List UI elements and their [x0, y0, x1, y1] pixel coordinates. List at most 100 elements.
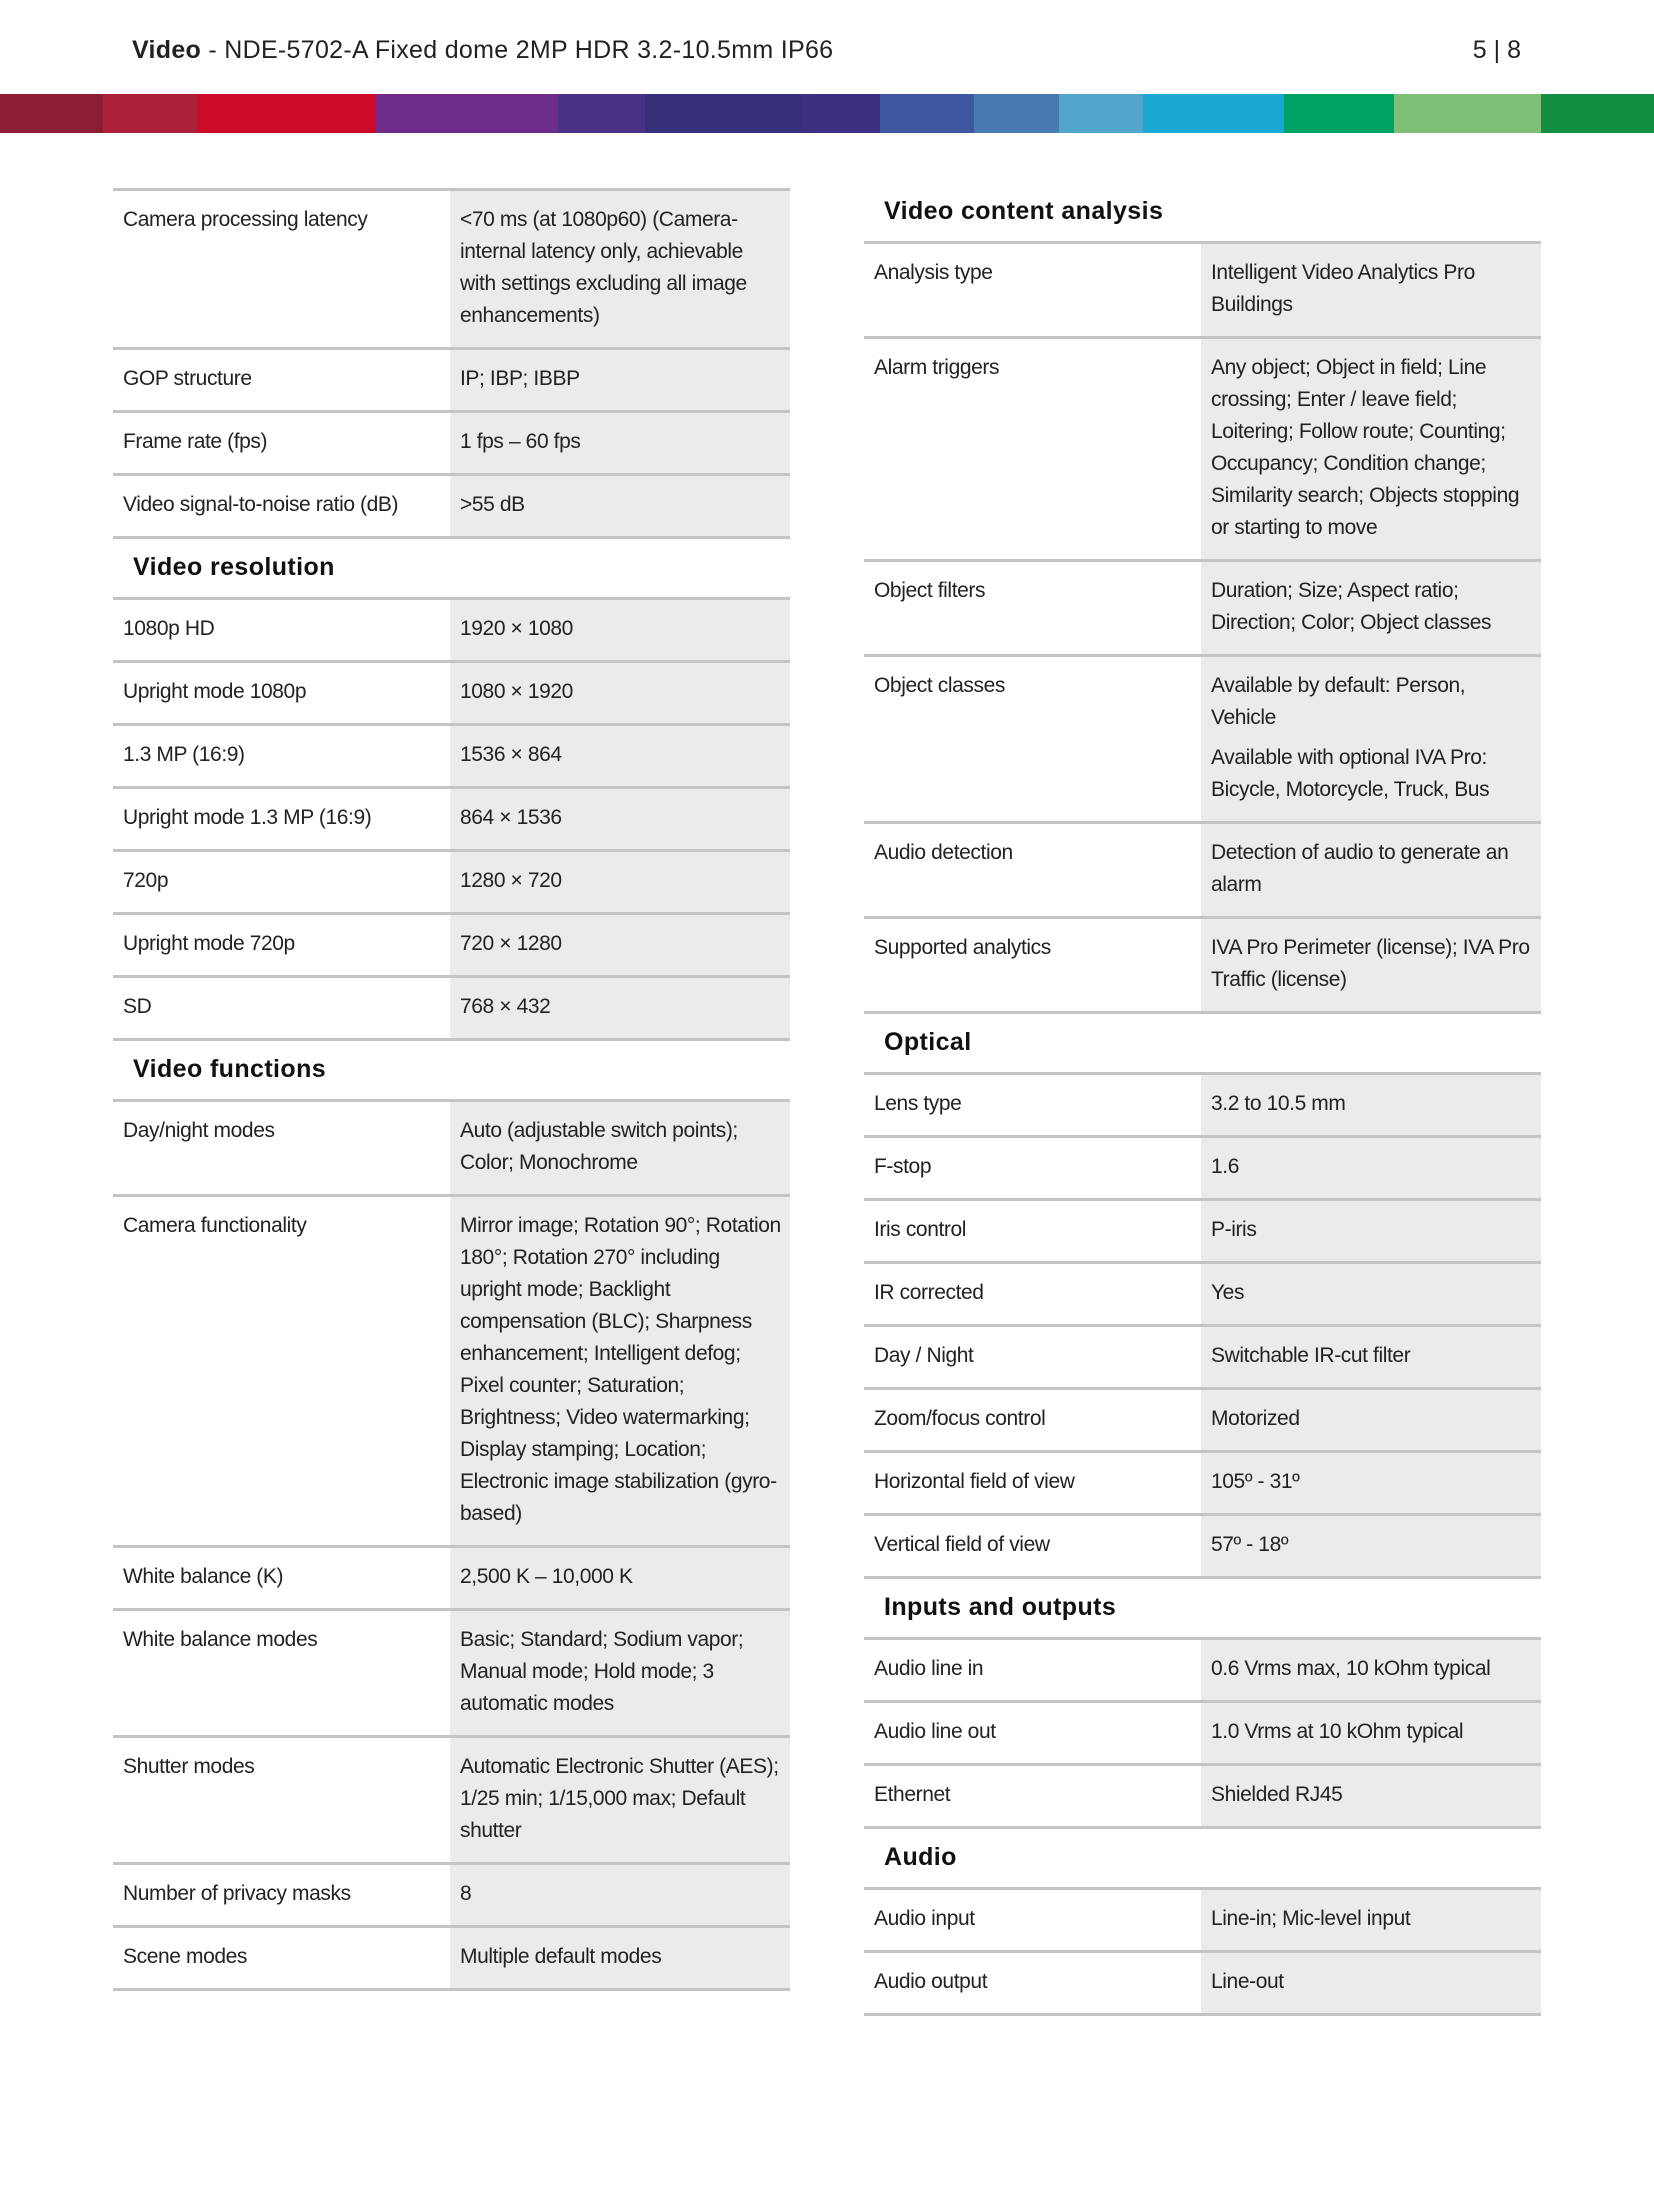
spec-label: Camera functionality	[123, 1214, 307, 1237]
spec-value-text: 1920 × 1080	[460, 617, 573, 640]
brand-bar-segment	[801, 94, 881, 133]
spec-label: Ethernet	[874, 1783, 951, 1806]
spec-value: 105º - 31º	[1201, 1453, 1541, 1513]
spec-value-text: 864 × 1536	[460, 806, 562, 829]
spec-value: 720 × 1280	[450, 915, 790, 975]
spec-value: 1.6	[1201, 1138, 1541, 1198]
spec-row-ethernet: Ethernet Shielded RJ45	[864, 1763, 1541, 1829]
spec-row-audio-line-out: Audio line out 1.0 Vrms at 10 kOhm typica…	[864, 1700, 1541, 1763]
spec-value-text: Basic; Standard; Sodium vapor; Manual mo…	[460, 1628, 744, 1715]
spec-value-text: 1536 × 864	[460, 743, 562, 766]
spec-section-optical: Optical Lens type 3.2 to 10.5 mm F-stop 1.6 I…	[864, 1014, 1541, 1579]
spec-value-text: 768 × 432	[460, 995, 551, 1018]
spec-row-1-3-mp-16-9: 1.3 MP (16:9) 1536 × 864	[113, 723, 790, 786]
spec-value: Basic; Standard; Sodium vapor; Manual mo…	[450, 1611, 790, 1735]
spec-label: Day/night modes	[123, 1119, 275, 1142]
spec-value: 2,500 K – 10,000 K	[450, 1548, 790, 1608]
spec-value-text: 1280 × 720	[460, 869, 562, 892]
spec-label: Audio output	[874, 1970, 988, 1993]
spec-value-text: Shielded RJ45	[1211, 1783, 1343, 1806]
spec-row-camera-processing-latency: Camera processing latency <70 ms (at 1080…	[113, 188, 790, 347]
left-spec-column: Camera processing latency <70 ms (at 1080…	[113, 188, 790, 1991]
spec-value: IP; IBP; IBBP	[450, 350, 790, 410]
spec-row-white-balance-k: White balance (K) 2,500 K – 10,000 K	[113, 1545, 790, 1608]
document-header-title: Video - NDE-5702-A Fixed dome 2MP HDR 3.…	[132, 36, 833, 65]
section-heading: Optical	[884, 1028, 972, 1056]
spec-value-text: Available with optional IVA Pro: Bicycle…	[1211, 746, 1490, 801]
spec-row-f-stop: F-stop 1.6	[864, 1135, 1541, 1198]
spec-label: IR corrected	[874, 1281, 984, 1304]
spec-row-video-signal-to-noise-ratio-db: Video signal-to-noise ratio (dB) >55 dB	[113, 473, 790, 539]
spec-label: 1.3 MP (16:9)	[123, 743, 245, 766]
spec-value-text: Switchable IR-cut filter	[1211, 1344, 1411, 1367]
spec-section-inputs-and-outputs: Inputs and outputs Audio line in 0.6 Vrms …	[864, 1579, 1541, 1829]
spec-label: Frame rate (fps)	[123, 430, 268, 453]
spec-label: 1080p HD	[123, 617, 215, 640]
spec-value-text: Motorized	[1211, 1407, 1300, 1430]
spec-value-text: Line-out	[1211, 1970, 1284, 1993]
spec-section-video-resolution: Video resolution 1080p HD 1920 × 1080 Uprig…	[113, 539, 790, 1041]
spec-label: GOP structure	[123, 367, 252, 390]
page-number: 5 | 8	[1472, 36, 1521, 64]
spec-value: <70 ms (at 1080p60) (Camera-internal lat…	[450, 191, 790, 347]
spec-value-text: 1.6	[1211, 1155, 1239, 1178]
spec-row-audio-input: Audio input Line-in; Mic-level input	[864, 1887, 1541, 1950]
spec-row-zoom-focus-control: Zoom/focus control Motorized	[864, 1387, 1541, 1450]
spec-value-text: Multiple default modes	[460, 1945, 662, 1968]
spec-value-text: 0.6 Vrms max, 10 kOhm typical	[1211, 1657, 1491, 1680]
brand-bar-segment	[974, 94, 1059, 133]
spec-value: 0.6 Vrms max, 10 kOhm typical	[1201, 1640, 1541, 1700]
brand-bar-segment	[880, 94, 975, 133]
section-heading: Inputs and outputs	[884, 1593, 1117, 1621]
spec-value: Intelligent Video Analytics Pro Building…	[1201, 244, 1541, 336]
spec-value-text: Mirror image; Rotation 90°; Rotation 180…	[460, 1214, 781, 1525]
spec-value: 768 × 432	[450, 978, 790, 1038]
spec-row-upright-mode-1080p: Upright mode 1080p 1080 × 1920	[113, 660, 790, 723]
spec-label: Upright mode 720p	[123, 932, 295, 955]
spec-row-lens-type: Lens type 3.2 to 10.5 mm	[864, 1072, 1541, 1135]
spec-label: White balance (K)	[123, 1565, 284, 1588]
spec-value: 864 × 1536	[450, 789, 790, 849]
brand-bar-segment	[645, 94, 802, 133]
spec-value-text: Automatic Electronic Shutter (AES); 1/25…	[460, 1755, 779, 1842]
spec-label: White balance modes	[123, 1628, 318, 1651]
spec-row-object-filters: Object filters Duration; Size; Aspect rat…	[864, 559, 1541, 654]
spec-value: Mirror image; Rotation 90°; Rotation 180…	[450, 1197, 790, 1545]
spec-value-text: 3.2 to 10.5 mm	[1211, 1092, 1346, 1115]
spec-value-text: Duration; Size; Aspect ratio; Direction;…	[1211, 579, 1492, 634]
spec-label: Iris control	[874, 1218, 967, 1241]
spec-value-text: 720 × 1280	[460, 932, 562, 955]
spec-value: 1920 × 1080	[450, 600, 790, 660]
spec-value-text: Line-in; Mic-level input	[1211, 1907, 1411, 1930]
spec-value: 1.0 Vrms at 10 kOhm typical	[1201, 1703, 1541, 1763]
spec-row-audio-output: Audio output Line-out	[864, 1950, 1541, 2016]
spec-value-text: 2,500 K – 10,000 K	[460, 1565, 633, 1588]
spec-value: >55 dB	[450, 476, 790, 536]
spec-row-shutter-modes: Shutter modes Automatic Electronic Shutte…	[113, 1735, 790, 1862]
brand-color-bar	[0, 94, 1654, 133]
spec-value-text: Auto (adjustable switch points); Color; …	[460, 1119, 738, 1174]
spec-row-number-of-privacy-masks: Number of privacy masks 8	[113, 1862, 790, 1925]
spec-row-camera-functionality: Camera functionality Mirror image; Rotati…	[113, 1194, 790, 1545]
spec-value: 1080 × 1920	[450, 663, 790, 723]
spec-value-text: 57º - 18º	[1211, 1533, 1289, 1556]
header-category: Video	[132, 36, 202, 64]
spec-row-upright-mode-1-3-mp-16-9: Upright mode 1.3 MP (16:9) 864 × 1536	[113, 786, 790, 849]
spec-label: Audio line in	[874, 1657, 984, 1680]
spec-row-day-night-modes: Day/night modes Auto (adjustable switch p…	[113, 1099, 790, 1194]
spec-row-object-classes: Object classes Available by default: Pers…	[864, 654, 1541, 821]
spec-label: Alarm triggers	[874, 356, 1000, 379]
brand-bar-segment	[375, 94, 558, 133]
spec-label: Upright mode 1.3 MP (16:9)	[123, 806, 372, 829]
brand-bar-segment	[1541, 94, 1654, 133]
spec-label: Number of privacy masks	[123, 1882, 351, 1905]
spec-section-general: Camera processing latency <70 ms (at 1080…	[113, 188, 790, 539]
spec-label: Day / Night	[874, 1344, 974, 1367]
spec-value: Duration; Size; Aspect ratio; Direction;…	[1201, 562, 1541, 654]
spec-value: Available by default: Person, Vehicle Ava…	[1201, 657, 1541, 821]
brand-bar-segment	[0, 94, 104, 133]
spec-row-scene-modes: Scene modes Multiple default modes	[113, 1925, 790, 1991]
brand-bar-segment	[1284, 94, 1395, 133]
spec-value-text: Any object; Object in field; Line crossi…	[1211, 356, 1520, 539]
section-heading: Video content analysis	[884, 197, 1164, 225]
